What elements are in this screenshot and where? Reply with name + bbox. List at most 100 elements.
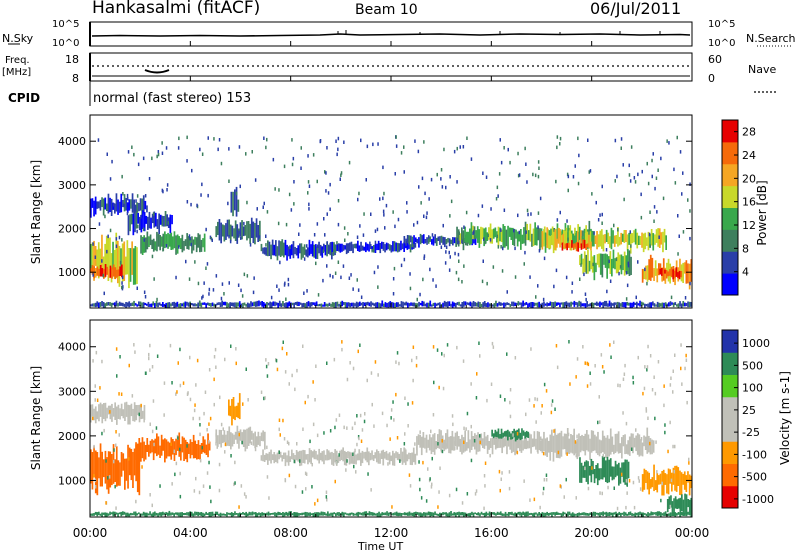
echo-cell — [120, 248, 122, 272]
echo-cell — [514, 437, 516, 456]
echo-speck — [282, 418, 284, 423]
echo-cell — [547, 440, 550, 453]
echo-speck — [403, 145, 405, 149]
echo-cell — [214, 511, 217, 515]
echo-speck — [298, 232, 300, 236]
echo-cell — [524, 432, 526, 439]
echo-speck — [433, 380, 435, 385]
echo-cell — [650, 229, 653, 246]
x-tick-label-0: 00:00 — [73, 526, 108, 540]
echo-cell — [213, 303, 215, 307]
echo-speck — [119, 355, 121, 359]
echo-cell — [679, 301, 681, 307]
echo-cell — [330, 512, 332, 516]
echo-speck — [633, 176, 636, 180]
echo-speck — [440, 168, 443, 172]
echo-speck — [500, 245, 502, 249]
echo-cell — [498, 301, 500, 306]
echo-cell — [133, 448, 136, 476]
echo-cell — [398, 453, 401, 461]
echo-cell — [615, 256, 618, 274]
echo-cell — [424, 303, 427, 307]
echo-cell — [272, 512, 275, 515]
echo-cell — [544, 512, 547, 517]
freq-panel — [89, 52, 778, 93]
echo-cell — [355, 512, 358, 516]
echo-cell — [117, 460, 120, 486]
echo-speck — [199, 458, 202, 463]
echo-speck — [614, 138, 617, 143]
echo-cell — [404, 449, 407, 466]
echo-cell — [192, 513, 195, 517]
echo-cell — [262, 512, 265, 516]
echo-speck — [524, 146, 526, 151]
echo-cell — [664, 302, 667, 307]
echo-speck — [254, 447, 257, 452]
echo-cell — [128, 248, 130, 289]
echo-cell — [99, 199, 102, 211]
echo-cell — [363, 246, 366, 251]
echo-cell — [575, 242, 578, 252]
echo-cell — [327, 303, 329, 307]
echo-speck — [496, 234, 499, 239]
nave-tick-top: 60 — [708, 53, 722, 66]
echo-cell — [404, 243, 407, 249]
echo-cell — [652, 512, 654, 516]
echo-cell — [138, 203, 140, 212]
echo-speck — [637, 355, 639, 360]
echo-cell — [464, 512, 467, 517]
echo-cell — [231, 225, 234, 237]
echo-cell — [178, 512, 180, 517]
echo-cell — [254, 301, 257, 307]
echo-cell — [562, 436, 564, 450]
echo-speck — [234, 481, 236, 485]
echo-cell — [292, 241, 295, 259]
echo-speck — [448, 493, 451, 498]
echo-cell — [451, 513, 454, 516]
echo-cell — [603, 435, 606, 454]
echo-cell — [123, 511, 126, 515]
echo-cell — [512, 227, 514, 245]
echo-cell — [654, 260, 657, 276]
echo-cell — [168, 234, 171, 247]
echo-cell — [621, 462, 623, 477]
echo-cell — [615, 302, 617, 305]
echo-cell — [576, 513, 579, 517]
echo-speck — [386, 423, 388, 428]
echo-speck — [186, 135, 188, 140]
echo-cell — [291, 244, 293, 256]
echo-speck — [192, 416, 194, 421]
echo-cell — [166, 214, 168, 227]
echo-speck — [494, 436, 496, 441]
echo-cell — [157, 513, 159, 517]
echo-cell — [522, 440, 524, 451]
echo-cell — [650, 302, 653, 308]
echo-speck — [633, 505, 636, 510]
echo-cell — [533, 512, 536, 517]
echo-cell — [594, 302, 596, 306]
echo-speck — [286, 352, 288, 356]
echo-cell — [437, 236, 440, 241]
echo-speck — [341, 340, 343, 344]
velocity-colorbar-segment — [722, 396, 738, 420]
echo-cell — [129, 214, 131, 232]
echo-speck — [597, 451, 599, 455]
echo-cell — [683, 262, 686, 274]
echo-speck — [614, 179, 616, 183]
echo-speck — [593, 231, 595, 235]
echo-cell — [353, 451, 356, 464]
echo-cell — [166, 302, 169, 308]
echo-speck — [174, 472, 176, 477]
echo-cell — [260, 432, 263, 441]
echo-cell — [93, 446, 95, 478]
echo-speck — [576, 357, 579, 361]
echo-cell — [560, 513, 563, 517]
echo-cell — [395, 302, 398, 307]
echo-speck — [461, 280, 463, 284]
echo-cell — [190, 303, 193, 306]
echo-speck — [296, 368, 298, 373]
echo-speck — [419, 430, 421, 434]
echo-cell — [431, 304, 433, 307]
echo-cell — [611, 466, 614, 481]
echo-cell — [347, 451, 349, 459]
